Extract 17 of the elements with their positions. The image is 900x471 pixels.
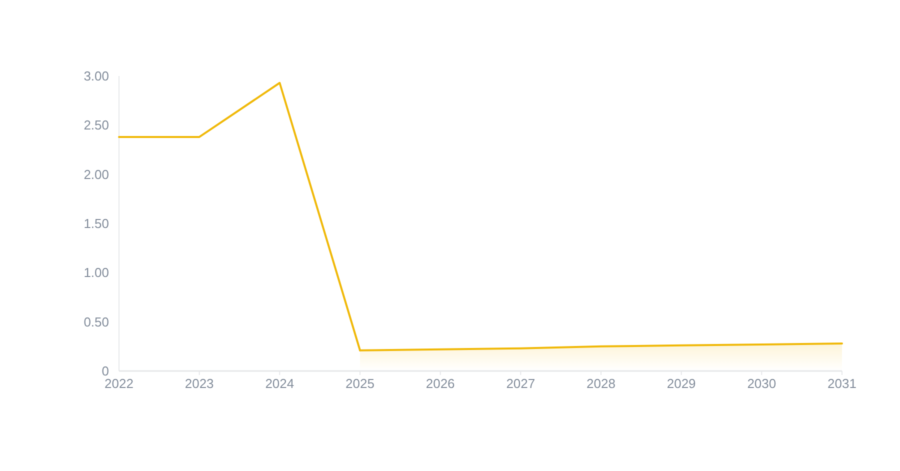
x-tick-label: 2024 xyxy=(265,376,294,391)
x-tick-label: 2027 xyxy=(506,376,536,391)
x-tick-label: 2022 xyxy=(104,376,134,391)
x-tick-label: 2031 xyxy=(828,376,856,391)
y-tick-label: 2.00 xyxy=(84,166,109,182)
y-tick-label: 0 xyxy=(102,364,109,378)
x-tick-label: 2030 xyxy=(747,376,776,391)
y-tick-label: 1.50 xyxy=(84,216,109,231)
x-tick-label: 2023 xyxy=(184,376,214,391)
y-tick-label: 2.50 xyxy=(84,118,109,133)
x-tick-label: 2028 xyxy=(586,376,616,391)
x-tick-label: 2029 xyxy=(666,376,696,391)
y-tick-label: 0.50 xyxy=(84,314,109,330)
y-tick-label: 1.00 xyxy=(84,265,109,280)
x-tick-label: 2025 xyxy=(346,376,374,391)
y-tick-label: 3.00 xyxy=(84,68,109,84)
x-tick-label: 2026 xyxy=(426,376,455,391)
